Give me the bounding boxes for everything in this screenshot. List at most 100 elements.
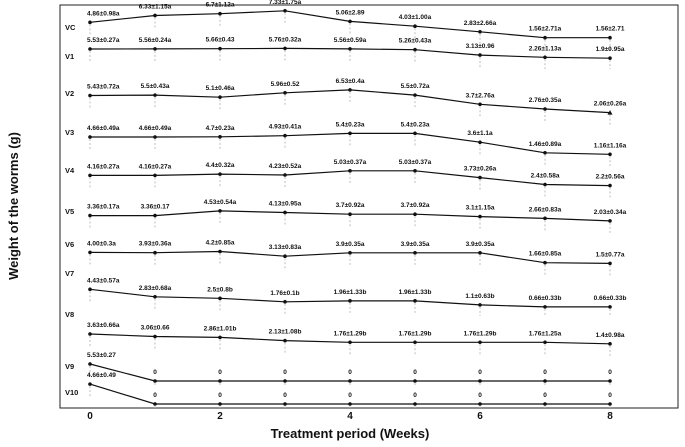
data-label: 4.43±0.57a xyxy=(87,277,120,284)
x-tick-label: 8 xyxy=(607,411,613,422)
data-label: 0 xyxy=(608,369,612,376)
x-tick-label: 4 xyxy=(347,411,353,422)
data-point xyxy=(218,95,222,99)
data-label: 4.00±0.3a xyxy=(87,240,116,247)
data-point xyxy=(88,287,92,292)
data-point xyxy=(608,35,612,40)
data-label: 4.7±0.23a xyxy=(206,125,235,132)
data-label: 4.16±0.27a xyxy=(139,163,172,170)
data-point xyxy=(283,299,287,304)
data-label: 0 xyxy=(153,392,157,399)
data-point xyxy=(88,135,92,139)
data-label: 0 xyxy=(218,369,222,376)
data-label: 0 xyxy=(543,369,547,376)
data-label: 5.53±0.27 xyxy=(87,352,116,359)
data-label: 1.76±0.1b xyxy=(270,290,299,297)
data-label: 2.06±0.26a xyxy=(594,101,627,108)
data-point xyxy=(348,379,352,383)
data-point xyxy=(348,47,352,51)
data-label: 3.13±0.96 xyxy=(466,43,495,50)
data-label: 4.16±0.27a xyxy=(87,163,120,170)
data-point xyxy=(543,107,547,111)
data-point xyxy=(218,379,222,383)
data-point xyxy=(608,379,612,383)
data-label: 1.5±0.77a xyxy=(596,251,625,258)
data-point xyxy=(348,340,352,345)
data-label: 5.56±0.24a xyxy=(139,37,172,44)
data-label: 6.33±1.15a xyxy=(139,3,172,10)
x-tick-layer: 0 2 4 6 8 xyxy=(87,411,613,422)
data-label: 1.76±1.29b xyxy=(464,330,497,337)
data-label: 0.66±0.33b xyxy=(529,295,562,302)
data-point xyxy=(413,24,417,28)
data-label: 2.2±0.56a xyxy=(596,174,625,181)
data-label: 5.56±0.59a xyxy=(334,37,367,44)
data-label: 0 xyxy=(283,392,287,399)
series-name: V1 xyxy=(65,52,74,61)
data-point xyxy=(543,150,547,155)
data-point xyxy=(218,335,222,340)
data-point xyxy=(283,338,287,343)
data-label: 4.03±1.00a xyxy=(399,14,432,21)
data-point xyxy=(413,402,417,406)
data-point xyxy=(478,379,482,383)
data-point xyxy=(607,110,613,115)
series-name: V6 xyxy=(65,240,74,249)
data-point xyxy=(283,173,287,177)
data-label: 0 xyxy=(218,392,222,399)
data-point xyxy=(153,294,157,299)
series-v1: 5.53±0.27a 5.56±0.24a 5.66±0.43 5.76±0.32a 5… xyxy=(65,36,625,69)
data-point xyxy=(88,93,92,98)
data-point xyxy=(348,212,352,216)
data-label: 3.73±0.26a xyxy=(464,166,497,173)
data-label: 3.6±1.1a xyxy=(467,130,493,137)
data-label: 5.4±0.23a xyxy=(336,121,365,128)
data-label: 3.9±0.35a xyxy=(466,241,495,248)
series-v10: 4.66±0.49 0 0 0 0 0 0 0 0 V10 xyxy=(65,372,612,410)
data-label: 1.46±0.89a xyxy=(529,141,562,148)
data-label: 2.03±0.34a xyxy=(594,209,627,216)
data-label: 4.66±0.49a xyxy=(139,125,172,132)
series-name: V5 xyxy=(65,207,74,216)
data-label: 5.03±0.37a xyxy=(399,159,432,166)
data-point xyxy=(478,402,482,406)
data-label: 4.2±0.85a xyxy=(206,240,235,247)
series-v5: 3.36±0.17a 3.36±0.17 4.53±0.54a 4.13±0.95a 3… xyxy=(65,199,627,235)
data-point xyxy=(283,402,287,406)
data-point xyxy=(88,47,92,51)
data-point xyxy=(478,53,482,57)
data-label: 0.66±0.33b xyxy=(594,295,627,302)
data-label: 0 xyxy=(543,392,547,399)
data-label: 0 xyxy=(348,392,352,399)
data-point xyxy=(478,140,482,145)
data-point xyxy=(283,254,287,259)
data-point xyxy=(153,334,157,339)
data-label: 0 xyxy=(413,392,417,399)
data-point xyxy=(608,305,612,309)
series-v4: 4.16±0.27a 4.16±0.27a 4.4±0.32a 4.23±0.52a 5… xyxy=(65,159,625,200)
data-label: 3.36±0.17 xyxy=(141,204,170,211)
data-point xyxy=(218,402,222,406)
series-name: V10 xyxy=(65,388,78,397)
data-label: 1.56±2.71a xyxy=(529,26,562,33)
data-label: 5.5±0.72a xyxy=(401,83,430,90)
data-label: 3.9±0.35a xyxy=(336,241,365,248)
data-point xyxy=(608,183,612,188)
x-axis-title: Treatment period (Weeks) xyxy=(271,426,430,441)
data-label: 4.93±0.41a xyxy=(269,124,302,131)
data-point xyxy=(88,332,92,336)
data-point xyxy=(413,93,417,97)
data-point xyxy=(543,402,547,406)
data-point xyxy=(283,379,287,383)
data-point xyxy=(413,212,417,216)
data-point xyxy=(543,182,547,187)
data-label: 5.4±0.23a xyxy=(401,121,430,128)
data-point xyxy=(543,340,547,345)
data-point xyxy=(478,251,482,255)
data-point xyxy=(478,303,482,307)
data-label: 3.06±0.66 xyxy=(141,325,170,332)
data-point xyxy=(348,402,352,406)
data-label: 4.13±0.95a xyxy=(269,200,302,207)
data-point xyxy=(283,46,287,51)
